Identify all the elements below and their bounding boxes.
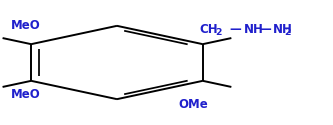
- Text: MeO: MeO: [11, 19, 41, 32]
- Text: NH: NH: [244, 23, 264, 36]
- Text: OMe: OMe: [178, 98, 208, 110]
- Text: NH: NH: [273, 23, 293, 36]
- Text: 2: 2: [215, 28, 222, 37]
- Text: —: —: [259, 23, 271, 36]
- Text: 2: 2: [284, 28, 291, 37]
- Text: CH: CH: [199, 23, 218, 36]
- Text: MeO: MeO: [11, 88, 41, 101]
- Text: —: —: [229, 23, 241, 36]
